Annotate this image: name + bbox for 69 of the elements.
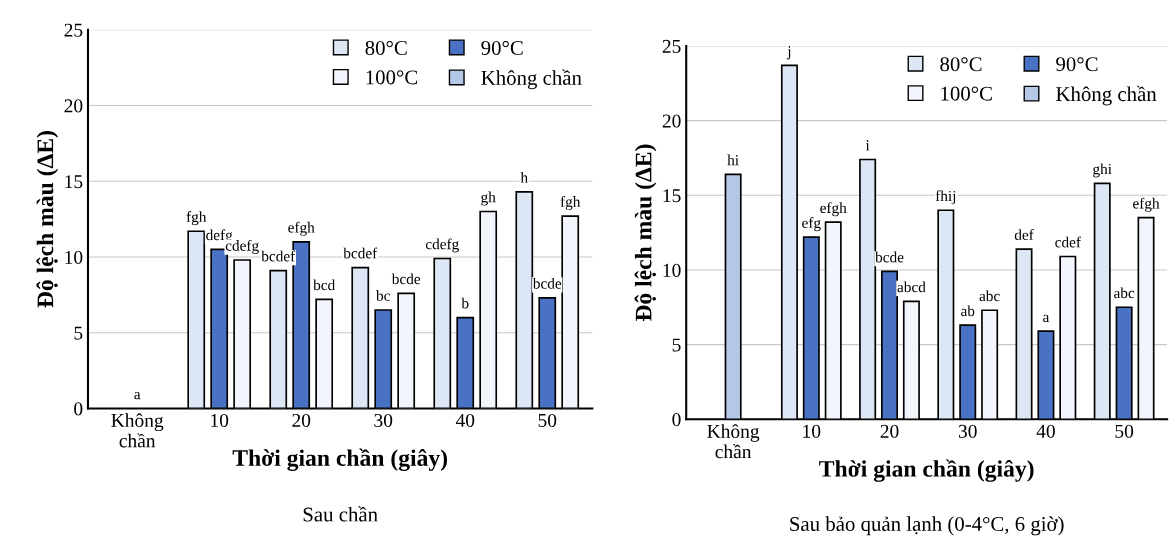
y-tick-label: 0 (672, 413, 681, 427)
x-tick-label: 20 (292, 413, 311, 427)
data-label: efgh (1133, 197, 1160, 212)
x-tick-label: 40 (1036, 424, 1055, 438)
x-tick-label: 20 (880, 424, 899, 438)
legend-label: 100°C (941, 86, 992, 101)
data-label: h (520, 171, 528, 183)
data-label: ghi (1093, 163, 1112, 178)
y-tick-label: 5 (672, 338, 681, 352)
data-label: def (1014, 229, 1034, 240)
legend-label: 80°C (940, 57, 982, 72)
data-label: cdefg (425, 238, 459, 253)
data-label: bcdef (261, 250, 296, 262)
x-tick-label: 30 (374, 413, 393, 427)
x-tick-label: 50 (538, 413, 557, 427)
y-tick-label: 25 (662, 39, 681, 53)
data-label: abcd (897, 281, 926, 293)
y-tick-label: 5 (74, 326, 83, 340)
text: Sau bảo quản lạnh (0-4°C, 6 giờ) (790, 516, 1064, 536)
data-label: a (134, 391, 141, 400)
x-tick-label: 10 (803, 424, 821, 438)
y-tick-label: 20 (64, 99, 83, 113)
data-label: bcd (313, 279, 336, 291)
data-label: j (786, 46, 791, 60)
data-label: bcde (391, 273, 421, 285)
y-tick-label: 0 (74, 402, 83, 416)
x-tick-label: 30 (958, 424, 977, 438)
x-axis-title: Thời gian chần (giây) (819, 459, 1034, 482)
x-tick-label: 40 (455, 413, 475, 427)
data-label: cdefg (225, 239, 259, 254)
y-tick-label: 25 (64, 23, 83, 37)
y-axis-title: Độ lệch màu (ΔE) (36, 131, 59, 308)
x-tick-label: Không chần (707, 424, 760, 459)
data-label: ab (961, 305, 975, 317)
data-label: fhij (935, 190, 956, 205)
data-label: fgh (186, 211, 207, 226)
y-axis-title: Độ lệch màu (ΔE) (634, 144, 657, 322)
y-tick-label: 10 (663, 263, 681, 277)
data-label: hi (727, 154, 739, 166)
data-label: b (461, 297, 469, 309)
x-axis-title: Thời gian chần (giây) (232, 448, 448, 471)
y-tick-label: 20 (662, 114, 681, 128)
data-label: gh (481, 191, 496, 206)
y-tick-label: 15 (663, 189, 681, 203)
legend-label: 90°C (481, 40, 523, 55)
x-tick-label: Không chần (111, 413, 164, 448)
legend-label: Không chần (1056, 85, 1157, 106)
legend-label: Không chần (481, 69, 582, 90)
data-label: a (1043, 314, 1050, 323)
data-label: cdef (1055, 236, 1081, 248)
data-label: abc (1114, 287, 1135, 299)
legend-label: 100°C (366, 70, 418, 85)
data-label: efgh (288, 221, 315, 236)
legend-label: 90°C (1056, 57, 1098, 72)
data-label: fgh (560, 195, 581, 211)
y-tick-label: 10 (65, 250, 83, 264)
x-tick-label: 50 (1115, 424, 1134, 438)
y-tick-label: 15 (65, 175, 83, 189)
data-label: i (865, 140, 870, 151)
data-label: efg (802, 217, 821, 232)
data-label: bc (376, 290, 390, 301)
text: Sau chần (303, 506, 378, 522)
data-label: bcde (532, 277, 562, 289)
data-label: bcdef (343, 247, 378, 259)
data-label: bcde (875, 251, 904, 263)
x-tick-label: 10 (211, 413, 229, 427)
data-label: efgh (820, 202, 847, 217)
legend-label: 80°C (365, 40, 407, 55)
data-label: abc (979, 290, 1000, 302)
